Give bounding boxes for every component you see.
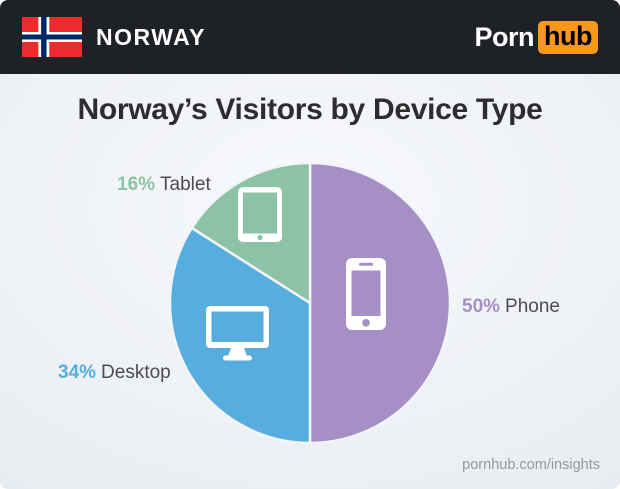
tablet-name: Tablet	[160, 174, 211, 195]
pie-chart-container	[160, 153, 460, 453]
pie-chart	[168, 161, 452, 445]
tablet-percent: 16%	[117, 174, 156, 195]
label-phone: 50% Phone	[462, 296, 560, 318]
pornhub-logo: Porn hub	[474, 20, 598, 54]
phone-name: Phone	[505, 296, 560, 317]
desktop-name: Desktop	[101, 362, 171, 383]
tablet-icon	[238, 187, 282, 242]
header-bar: NORWAY Porn hub	[0, 0, 620, 74]
label-desktop: 34% Desktop	[58, 362, 171, 384]
logo-text-hub: hub	[538, 20, 598, 54]
footer-url: pornhub.com/insights	[462, 457, 600, 473]
smartphone-icon	[346, 258, 386, 330]
label-tablet: 16% Tablet	[117, 174, 211, 196]
norway-flag-icon	[22, 17, 82, 57]
chart-title: Norway’s Visitors by Device Type	[77, 93, 543, 126]
country-name: NORWAY	[96, 23, 206, 50]
logo-text-porn: Porn	[474, 21, 535, 52]
desktop-percent: 34%	[58, 362, 97, 383]
pie-slices	[168, 161, 452, 445]
desktop-monitor-icon	[206, 306, 269, 361]
phone-percent: 50%	[462, 296, 501, 317]
